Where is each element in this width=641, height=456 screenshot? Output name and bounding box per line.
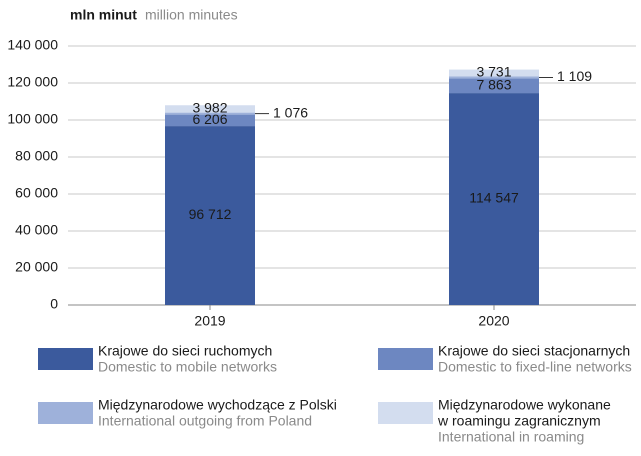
value-label: 3 731 [476,64,511,80]
y-tick-label: 40 000 [15,222,58,238]
value-label: 1 076 [273,104,308,120]
y-tick-label: 80 000 [15,148,58,164]
legend-label: w roamingu zagranicznym [437,413,601,429]
legend-label: Międzynarodowe wychodzące z Polski [98,397,337,413]
x-tick-label: 2019 [194,313,225,329]
legend-label-en: International outgoing from Poland [98,413,312,429]
y-tick-label: 100 000 [7,111,58,127]
legend-label-en: Domestic to mobile networks [98,359,277,375]
legend-swatch [38,402,93,424]
legend-swatch [38,348,93,370]
value-label: 114 547 [469,190,519,206]
legend-label: Międzynarodowe wykonane [438,397,611,413]
legend-swatch [378,402,433,424]
legend-label: Krajowe do sieci ruchomych [98,343,272,359]
axis-title-en: million minutes [145,7,238,23]
legend-label: Krajowe do sieci stacjonarnych [438,343,630,359]
legend-label-en: Domestic to fixed-line networks [438,359,632,375]
bar-segment [165,114,255,127]
legend-label-en: International in roaming [438,429,584,445]
value-label: 3 982 [192,100,227,116]
y-tick-label: 60 000 [15,185,58,201]
y-tick-label: 140 000 [7,37,58,53]
value-label: 7 863 [476,77,511,93]
bar-segment [165,105,255,113]
value-label: 96 712 [189,206,232,222]
bar-segment [449,76,539,79]
y-tick-label: 20 000 [15,259,58,275]
bar-segment [165,112,255,115]
bar-segment [449,78,539,94]
axis-title: mln minut [70,7,137,23]
x-tick-label: 2020 [478,313,509,329]
y-tick-label: 120 000 [7,74,58,90]
value-label: 6 206 [192,111,227,127]
bar-segment [165,126,255,306]
legend-swatch [378,348,433,370]
bar-segment [449,93,539,306]
bar-segment [449,69,539,77]
value-label: 1 109 [557,68,592,84]
y-tick-label: 0 [50,296,58,312]
